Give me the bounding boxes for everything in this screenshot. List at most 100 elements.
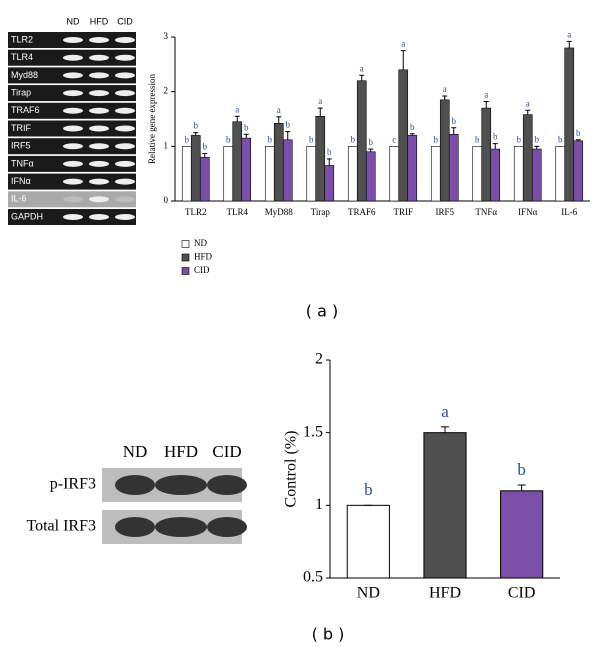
gel-row-label: p-IRF3 <box>50 476 96 493</box>
bar <box>430 146 441 202</box>
y-tick-label: 1.5 <box>303 423 323 440</box>
gel-lane-label: CID <box>117 16 133 26</box>
gel-band <box>63 143 83 150</box>
significance-letter: b <box>517 460 526 479</box>
gel-band <box>89 90 109 97</box>
bar <box>573 140 584 202</box>
bar <box>439 99 450 202</box>
bar <box>223 146 234 202</box>
gel-band <box>115 107 135 114</box>
gel-lane-label: HFD <box>90 16 109 26</box>
significance-letter: a <box>360 63 364 73</box>
gel-band <box>63 54 83 61</box>
bar <box>531 148 542 202</box>
gel-band <box>63 107 83 114</box>
caption: ( b ) <box>312 625 345 644</box>
gel-band <box>63 90 83 97</box>
significance-letter: b <box>517 134 522 144</box>
legend-swatch <box>181 253 190 262</box>
gel-row-label: IL-6 <box>11 194 27 204</box>
gel-lane-label: ND <box>67 16 80 26</box>
gel-band <box>115 214 135 220</box>
gel-band <box>89 178 109 185</box>
bar <box>356 80 367 202</box>
bar <box>241 137 252 202</box>
gel-row-label: GAPDH <box>11 211 43 221</box>
x-tick-label: TRIF <box>393 207 413 217</box>
significance-letter: a <box>235 104 239 114</box>
legend-label: HFD <box>194 252 213 262</box>
gel-band <box>155 517 207 537</box>
significance-letter: a <box>443 84 447 94</box>
gel-band <box>155 475 207 495</box>
significance-letter: a <box>567 29 571 39</box>
bar <box>324 165 335 202</box>
caption: ( a ) <box>306 302 338 321</box>
x-tick-label: TLR2 <box>185 207 207 217</box>
y-tick-label: 0 <box>164 195 169 205</box>
x-tick-label: Tirap <box>311 207 331 217</box>
significance-letter: a <box>277 105 281 115</box>
bar <box>346 504 390 579</box>
bar <box>306 146 317 202</box>
gel-band <box>63 214 83 220</box>
gel-row-label: IRF5 <box>11 141 31 151</box>
x-tick-label: IFNα <box>518 207 538 217</box>
bar <box>513 146 524 202</box>
gel-row-label: Total IRF3 <box>26 518 96 535</box>
gel-band <box>115 90 135 97</box>
gel-band <box>89 214 109 220</box>
y-tick-label: 3 <box>164 31 169 41</box>
y-tick-label: 1 <box>164 140 169 150</box>
significance-letter: a <box>441 402 449 421</box>
significance-letter: b <box>286 120 291 130</box>
bar <box>365 151 376 202</box>
gel-band <box>115 517 155 537</box>
bar <box>347 146 358 202</box>
significance-letter: a <box>484 90 488 100</box>
legend-swatch <box>181 267 190 275</box>
gel-row-label: TRAF6 <box>11 105 40 115</box>
significance-letter: a <box>526 98 530 108</box>
gel-band <box>63 72 83 79</box>
bar <box>481 107 492 202</box>
significance-letter: b <box>452 116 457 126</box>
x-tick-label: HFD <box>429 585 461 602</box>
bar <box>423 432 467 579</box>
gel-band <box>63 160 83 167</box>
gel-band <box>89 72 109 79</box>
gel-band <box>115 143 135 150</box>
y-tick-label: 2 <box>164 86 169 96</box>
significance-letter: c <box>392 134 396 144</box>
significance-letter: b <box>244 122 249 132</box>
y-tick-label: 0.5 <box>303 569 323 586</box>
gel-band <box>89 37 109 43</box>
bar <box>282 139 293 202</box>
bar <box>448 134 459 202</box>
significance-letter: b <box>268 134 273 144</box>
gel-band <box>115 178 135 185</box>
y-tick-label: 2 <box>315 351 323 368</box>
gel-band <box>207 475 247 495</box>
significance-letter: b <box>327 147 332 157</box>
gel-band <box>89 160 109 167</box>
significance-letter: b <box>364 480 373 499</box>
bar <box>232 121 243 202</box>
significance-letter: a <box>401 39 405 49</box>
gel-band <box>63 196 83 203</box>
gel-row-label: TLR4 <box>11 52 33 62</box>
significance-letter: b <box>410 122 415 132</box>
gel-band <box>115 125 135 132</box>
gel-lane-label: ND <box>123 442 148 461</box>
gel-band <box>89 107 109 114</box>
x-tick-label: MyD88 <box>265 207 294 217</box>
gel-lane-label: HFD <box>164 442 198 461</box>
x-tick-label: TLR4 <box>227 207 249 217</box>
gel-row-label: TNFα <box>11 158 34 168</box>
gel-band <box>63 37 83 43</box>
significance-letter: b <box>434 134 439 144</box>
bar <box>555 146 566 202</box>
x-tick-label: TRAF6 <box>348 207 376 217</box>
